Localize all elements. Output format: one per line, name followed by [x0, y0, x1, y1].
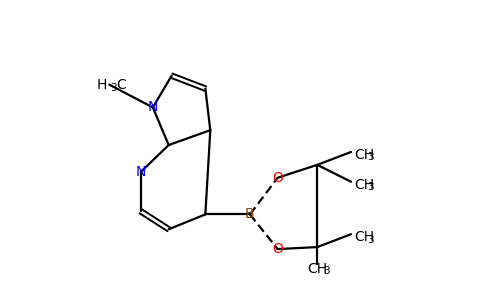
Text: CH: CH: [354, 230, 374, 244]
Text: O: O: [272, 171, 283, 185]
Text: 3: 3: [110, 82, 117, 93]
Text: N: N: [136, 165, 146, 179]
Text: CH: CH: [354, 178, 374, 192]
Text: B: B: [245, 207, 255, 221]
Text: H: H: [97, 78, 107, 92]
Text: O: O: [272, 242, 283, 256]
Text: CH: CH: [354, 148, 374, 162]
Text: CH: CH: [307, 262, 327, 276]
Text: 3: 3: [323, 266, 330, 276]
Text: 3: 3: [367, 152, 374, 162]
Text: N: N: [148, 100, 158, 114]
Text: 3: 3: [367, 182, 374, 192]
Text: C: C: [116, 78, 126, 92]
Text: 3: 3: [367, 235, 374, 245]
